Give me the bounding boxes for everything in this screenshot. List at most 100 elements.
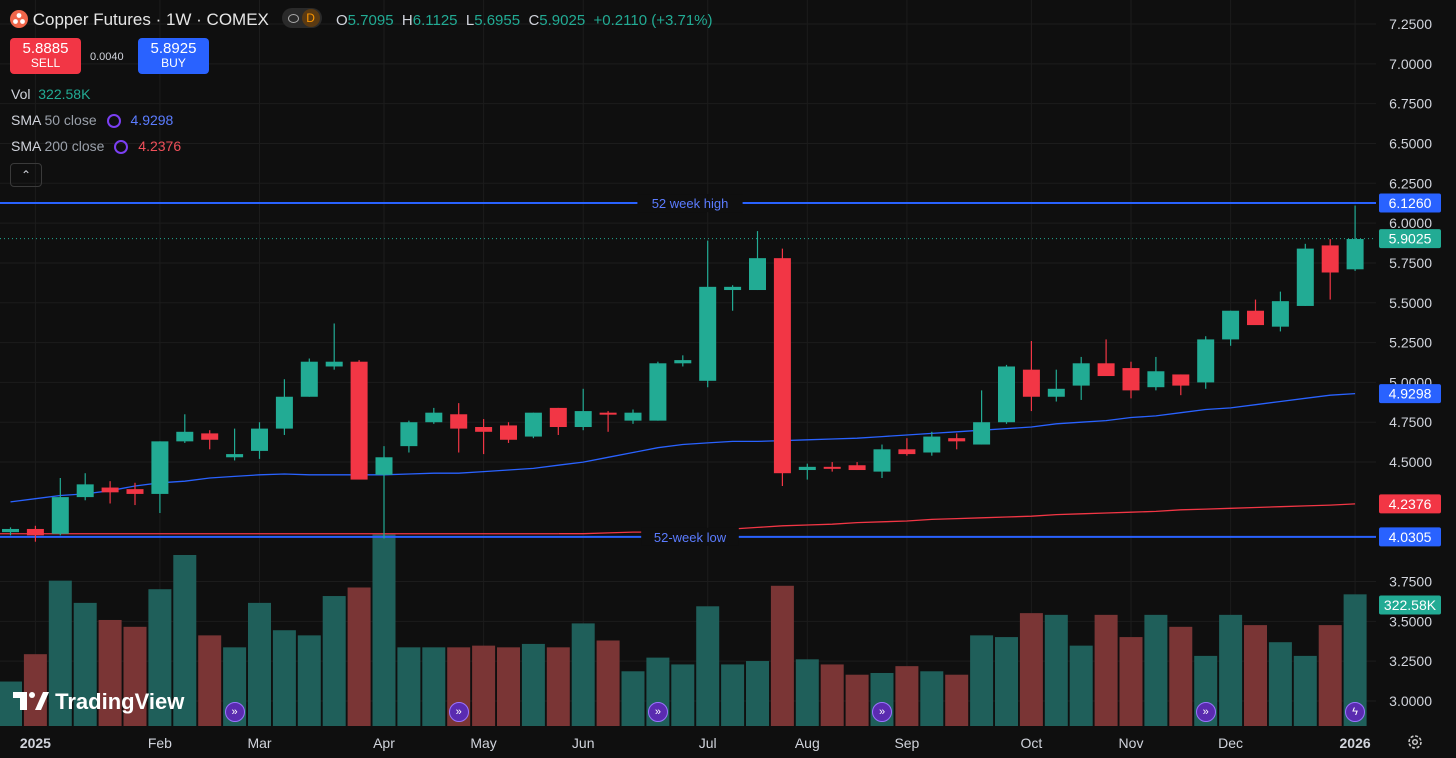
volume-bar: [1019, 613, 1043, 726]
candle-body: [724, 286, 742, 291]
price-tick-label: 3.0000: [1389, 693, 1432, 709]
candle-body: [1047, 388, 1065, 397]
volume-bar: [721, 664, 745, 726]
time-tick-label: Jun: [572, 735, 595, 751]
candle-body: [699, 286, 717, 381]
time-tick-label: Dec: [1218, 735, 1243, 751]
candle-body: [1197, 339, 1215, 383]
candle-body: [475, 427, 493, 432]
sma200-price-label: 4.2376: [1389, 496, 1432, 512]
last-price-box: [1379, 229, 1441, 249]
candle-body: [300, 361, 318, 397]
candle-body: [2, 528, 19, 533]
candle-body: [151, 441, 169, 494]
volume-bar: [248, 602, 271, 726]
volume-bar: [1119, 637, 1143, 726]
event-marker-icon[interactable]: »: [647, 702, 668, 722]
delay-badge: D: [281, 8, 322, 28]
collapse-legend-button[interactable]: ⌃: [10, 163, 42, 187]
tradingview-logo: TradingView: [13, 689, 184, 715]
candle-body: [599, 412, 617, 415]
low52-label-bg: [641, 527, 739, 546]
symbol-legend: Copper Futures · 1W · COMEX D: [10, 8, 322, 30]
candle-body: [998, 366, 1015, 423]
candle-body: [176, 431, 194, 442]
candle-body: [1022, 369, 1040, 397]
time-tick-label: 2026: [1340, 735, 1371, 751]
price-tick-label: 3.7500: [1389, 574, 1432, 590]
sma200-legend[interactable]: SMA 200 close 4.2376: [11, 138, 182, 154]
volume-bar: [1094, 614, 1118, 726]
volume-bar: [621, 671, 645, 726]
candle-body: [325, 361, 343, 367]
symbol-title[interactable]: Copper Futures · 1W · COMEX: [32, 10, 269, 29]
volume-bar: [372, 534, 396, 726]
lightning-event-icon[interactable]: ϟ: [1345, 702, 1366, 722]
volume-bar: [521, 643, 545, 726]
event-marker-icon[interactable]: »: [448, 702, 469, 722]
sma50-legend[interactable]: SMA 50 close 4.9298: [11, 112, 174, 128]
volume-bar: [596, 640, 620, 726]
volume-bar: [671, 664, 695, 726]
volume-bar: [1219, 614, 1243, 726]
candle-body: [798, 466, 816, 471]
candle-body: [76, 484, 94, 498]
time-tick-label: Aug: [795, 735, 820, 751]
volume-bar: [995, 637, 1018, 726]
price-tick-label: 6.0000: [1389, 215, 1432, 231]
high52-price-box: [1379, 193, 1441, 213]
candle-body: [275, 396, 293, 429]
candle-body: [948, 438, 966, 442]
candle-body: [201, 433, 219, 440]
event-marker-icon[interactable]: »: [224, 702, 245, 722]
sma50-line: [10, 392, 1356, 503]
volume-bar: [895, 666, 919, 726]
candle-body: [624, 412, 642, 421]
candle-body: [400, 422, 418, 447]
volume-bar: [198, 635, 222, 726]
gear-icon[interactable]: [1406, 733, 1424, 751]
event-marker-icon[interactable]: »: [872, 702, 892, 722]
time-tick-label: 2025: [20, 735, 51, 751]
volume-value-label: 322.58K: [1384, 597, 1437, 613]
low52-price-box: [1379, 527, 1441, 547]
candle-body: [923, 436, 941, 453]
price-tick-label: 6.2500: [1389, 175, 1432, 191]
candle-body: [425, 412, 443, 423]
candle-body: [674, 360, 692, 364]
low52-price-label: 4.0305: [1389, 529, 1432, 545]
buy-button[interactable]: 5.8925 BUY: [138, 38, 209, 74]
volume-legend[interactable]: Vol 322.58K: [11, 86, 91, 102]
candle-body: [649, 363, 667, 421]
price-tick-label: 5.7500: [1389, 255, 1432, 271]
time-tick-label: Feb: [148, 735, 172, 751]
volume-bar: [73, 602, 97, 726]
volume-bar: [48, 580, 72, 726]
candle-body: [873, 449, 891, 472]
volume-bar: [920, 671, 944, 726]
price-axis: [1376, 0, 1456, 758]
price-tick-label: 6.7500: [1389, 96, 1432, 112]
sell-button[interactable]: 5.8885 SELL: [10, 38, 81, 74]
candle-body: [26, 528, 44, 536]
candle-body: [823, 466, 841, 469]
high52-label: 52 week high: [652, 196, 729, 211]
candle-body: [973, 422, 991, 445]
candle-body: [251, 428, 268, 451]
candle-body: [51, 497, 69, 534]
candle-body: [1147, 371, 1165, 388]
spread-value: 0.0040: [90, 51, 124, 63]
volume-bar: [1069, 645, 1093, 726]
volume-bar: [945, 674, 969, 726]
time-tick-label: Oct: [1021, 735, 1043, 751]
time-tick-label: Sep: [894, 735, 919, 751]
candle-body: [1321, 245, 1339, 273]
price-tick-label: 7.0000: [1389, 56, 1432, 72]
volume-bar: [546, 647, 570, 726]
low52-label: 52-week low: [654, 530, 727, 545]
event-marker-icon[interactable]: »: [1195, 702, 1216, 722]
time-axis: [0, 727, 1456, 758]
volume-bar: [173, 555, 197, 726]
volume-bar: [272, 630, 296, 726]
